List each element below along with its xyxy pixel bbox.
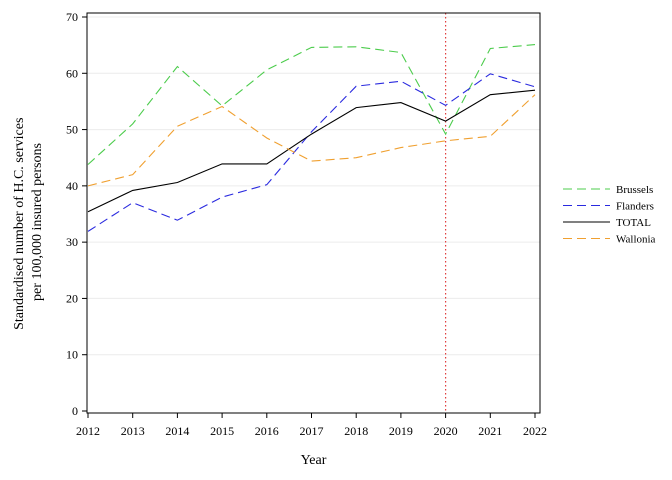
y-tick-label: 50 [66, 123, 78, 137]
x-tick-label: 2012 [76, 424, 100, 438]
y-tick-label: 10 [66, 348, 78, 362]
x-tick-label: 2016 [255, 424, 279, 438]
x-axis-title: Year [301, 453, 327, 468]
y-axis-title: Standardised number of H.C. services per… [12, 114, 45, 330]
y-axis-title-line-1: Standardised number of H.C. services [12, 118, 27, 330]
legend-label-flanders: Flanders [616, 201, 654, 213]
x-tick-label: 2019 [389, 424, 413, 438]
y-tick-label: 60 [66, 66, 78, 80]
x-tick-label: 2020 [434, 424, 458, 438]
y-axis-title-line-2: per 100,000 insured persons [30, 143, 45, 301]
x-tick-label: 2017 [300, 424, 324, 438]
legend-label-total: TOTAL [616, 217, 651, 229]
legend-label-wallonia: Wallonia [616, 234, 656, 246]
y-tick-label: 40 [66, 179, 78, 193]
plot-frame [86, 12, 541, 414]
legend: Brussels Flanders TOTAL Wallonia [563, 184, 656, 246]
x-tick-label: 2018 [344, 424, 368, 438]
series-line-flanders [87, 73, 536, 232]
axes: 0 10 20 30 40 50 60 70 2012 2013 2014 2015 2016 2017 2… [66, 10, 547, 438]
y-tick-label: 0 [72, 404, 78, 418]
y-tick-label: 30 [66, 235, 78, 249]
x-tick-label: 2013 [121, 424, 145, 438]
series-line-wallonia [87, 94, 536, 187]
x-tick-label: 2021 [478, 424, 502, 438]
y-tick-label: 20 [66, 291, 78, 305]
x-tick-label: 2014 [165, 424, 189, 438]
series-line-total [87, 89, 536, 213]
legend-label-brussels: Brussels [616, 184, 653, 196]
x-tick-label: 2015 [210, 424, 234, 438]
y-tick-label: 70 [66, 10, 78, 24]
series-line-brussels [87, 44, 536, 165]
series-layer [87, 44, 536, 232]
gridlines [87, 16, 540, 356]
x-tick-label: 2022 [523, 424, 547, 438]
